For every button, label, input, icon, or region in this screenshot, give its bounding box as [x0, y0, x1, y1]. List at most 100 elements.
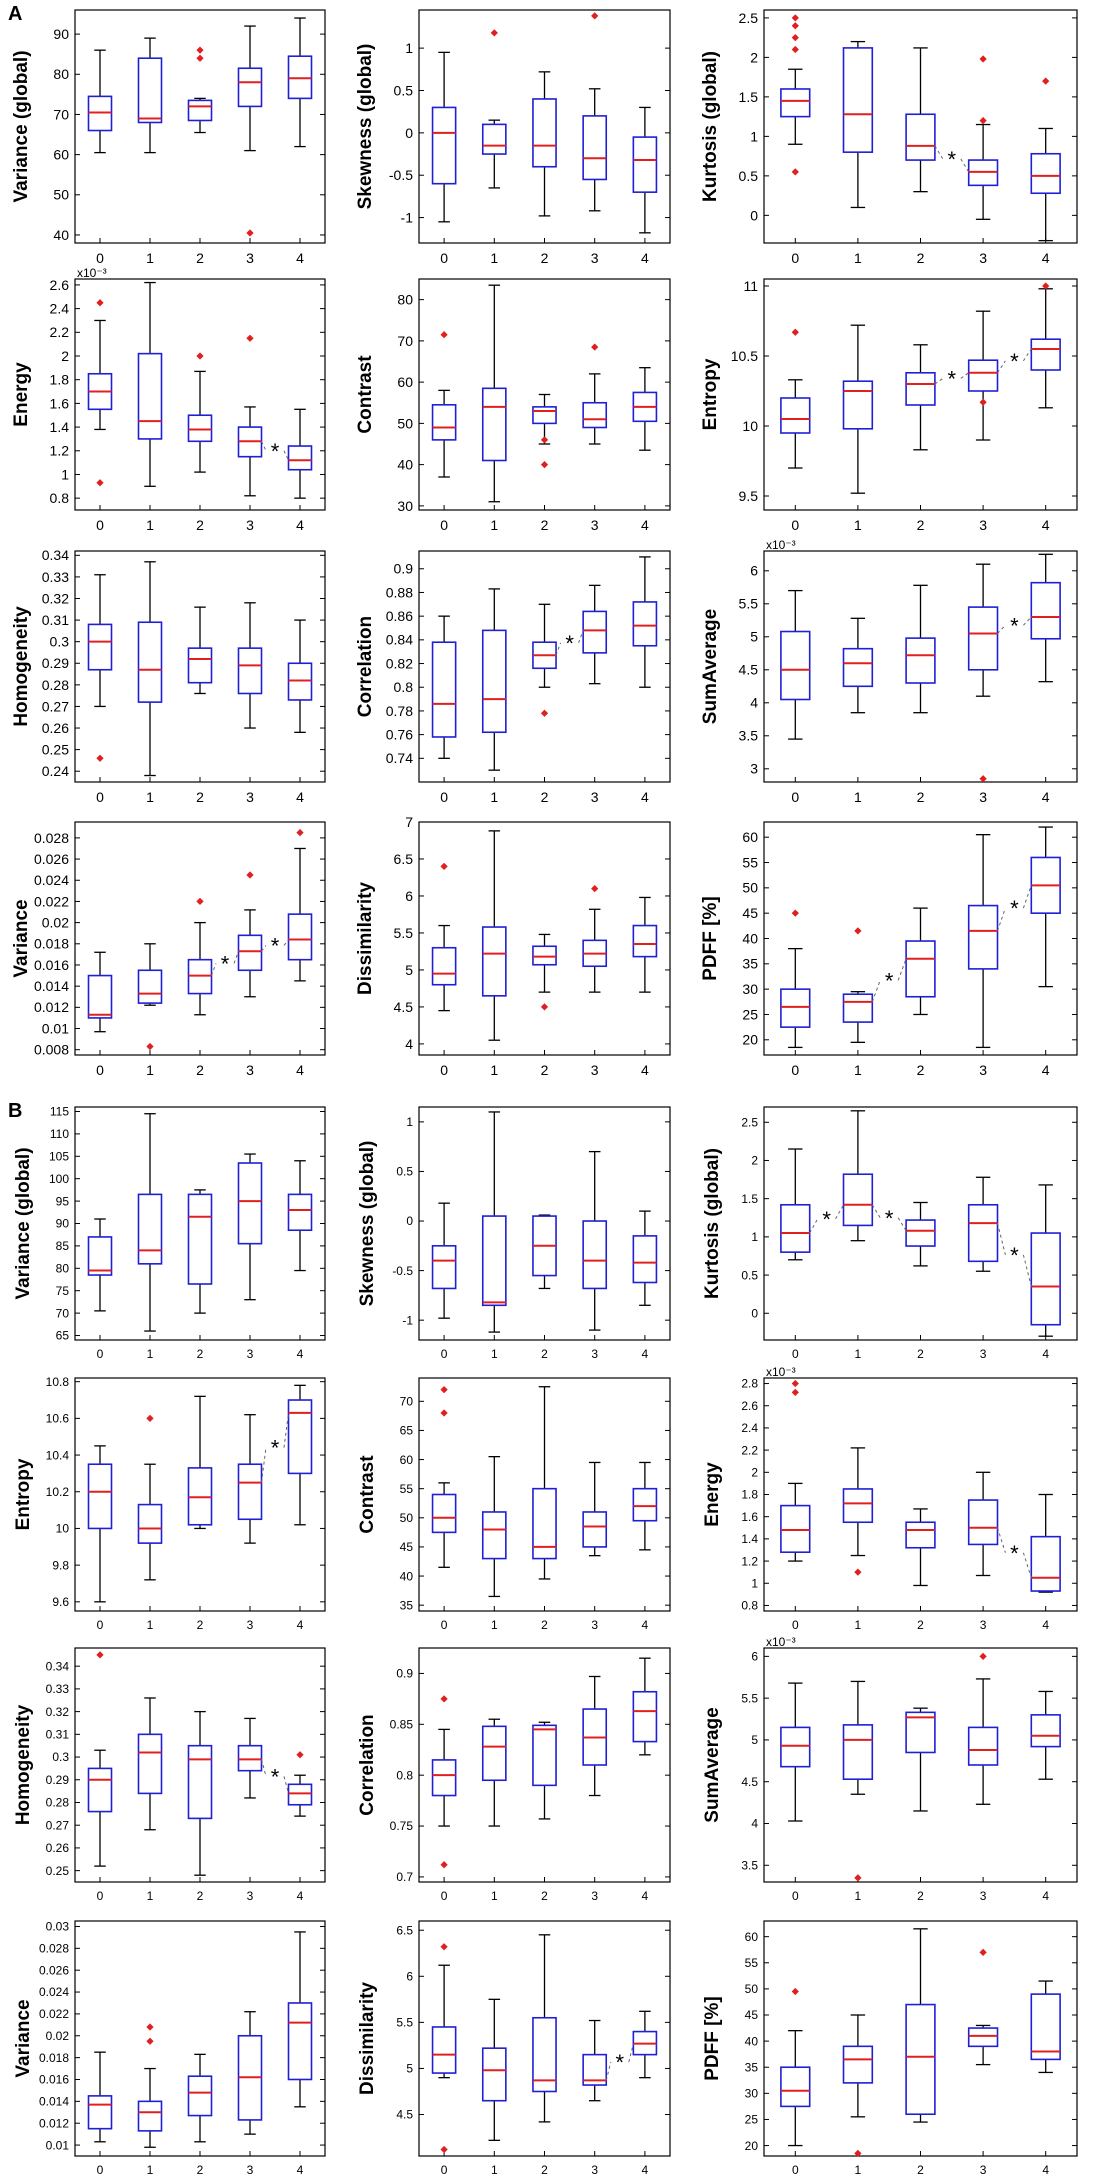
- y-tick-label: 60: [400, 1453, 414, 1467]
- box-iqr: [287, 1783, 313, 1806]
- box-iqr: [137, 969, 163, 1004]
- y-tick-label: 40: [745, 2034, 759, 2048]
- y-axis-label: PDFF [%]: [702, 1996, 723, 2080]
- significance-link: [578, 630, 584, 643]
- y-axis-exponent: x10⁻³: [766, 1635, 796, 1649]
- y-tick-label: 0.8: [396, 1768, 413, 1782]
- y-tick-label: 0.3: [50, 634, 70, 650]
- box-iqr: [632, 924, 658, 958]
- y-tick-label: 5.5: [396, 2016, 413, 2030]
- x-tick-label: 4: [642, 1889, 649, 1903]
- y-tick-label: 10.8: [46, 1375, 70, 1389]
- y-tick-label: 0.76: [386, 727, 413, 743]
- y-tick-label: 50: [742, 880, 758, 896]
- significance-marker: *: [1010, 1243, 1019, 1268]
- y-tick-label: 2: [751, 1154, 758, 1168]
- significance-link: [1022, 348, 1032, 362]
- outlier-point: [791, 1987, 799, 1996]
- significance-marker: *: [271, 933, 280, 958]
- y-tick-label: 0.008: [34, 1042, 69, 1058]
- x-tick-label: 0: [441, 2163, 448, 2177]
- x-tick-label: 4: [642, 2163, 649, 2177]
- chart-14-kurtosis-global-: 0 0.5 1 1.5 2 2.5 0 1 2 3 4 Kurtosis (global) * * *: [702, 1106, 1078, 1361]
- box-iqr: [187, 1193, 213, 1285]
- y-tick-label: 0.016: [39, 2073, 69, 2087]
- chart-22-dissimilarity: 4.5 5 5.5 6 6.5 0 1 2 3 4 Dissimilarity *: [357, 1920, 671, 2177]
- outlier-point: [791, 168, 799, 176]
- box-iqr: [780, 2066, 811, 2108]
- x-tick-label: 4: [296, 250, 304, 266]
- box-iqr: [780, 88, 811, 118]
- y-tick-label: 70: [56, 1306, 70, 1320]
- y-tick-label: 0.02: [42, 915, 69, 931]
- x-tick-label: 4: [1042, 789, 1050, 805]
- y-tick-label: 6.5: [394, 851, 414, 867]
- y-tick-label: 1: [61, 466, 69, 482]
- outlier-point: [591, 12, 599, 20]
- y-tick-label: 0.26: [42, 720, 69, 736]
- y-tick-label: 60: [745, 1930, 759, 1944]
- significance-link: [934, 145, 944, 160]
- y-tick-label: 7: [405, 814, 413, 830]
- y-tick-label: 2.2: [50, 324, 70, 340]
- box-iqr: [905, 1521, 936, 1549]
- y-tick-label: 95: [56, 1194, 70, 1208]
- box-iqr: [780, 1504, 811, 1553]
- x-tick-label: 3: [591, 517, 599, 533]
- y-tick-label: 1: [751, 1576, 758, 1590]
- significance-link: [211, 963, 217, 976]
- box-iqr: [532, 2016, 557, 2093]
- box-iqr: [187, 958, 213, 995]
- y-tick-label: 0.5: [396, 1165, 413, 1179]
- y-axis-label: PDFF [%]: [700, 896, 721, 980]
- x-tick-label: 4: [641, 1062, 649, 1078]
- significance-marker: *: [1010, 1541, 1019, 1566]
- y-tick-label: 0.014: [39, 2095, 69, 2109]
- y-tick-label: 0.29: [42, 655, 69, 671]
- y-tick-label: 0.02: [46, 2029, 70, 2043]
- y-tick-label: 80: [56, 1262, 70, 1276]
- y-tick-label: -1: [402, 1313, 413, 1327]
- y-tick-label: 0.31: [46, 1728, 70, 1742]
- outlier-point: [540, 1003, 549, 1011]
- x-tick-label: 3: [980, 1618, 987, 1632]
- y-tick-label: 0.85: [390, 1718, 414, 1732]
- x-tick-label: 2: [541, 1889, 548, 1903]
- box-iqr: [780, 1726, 811, 1768]
- significance-link: [997, 1222, 1006, 1255]
- y-tick-label: 0.022: [39, 2007, 69, 2021]
- y-tick-label: 1.6: [741, 1510, 758, 1524]
- y-axis-label: Variance (global): [11, 50, 32, 202]
- y-tick-label: 0.88: [386, 584, 413, 600]
- box-iqr: [287, 1193, 313, 1232]
- y-axis-label: Variance: [13, 1999, 34, 2077]
- outlier-point: [1042, 282, 1050, 290]
- box-iqr: [87, 2095, 113, 2130]
- box-iqr: [481, 1511, 507, 1560]
- significance-link: [960, 158, 970, 173]
- y-axis-label: Energy: [11, 362, 32, 427]
- chart-6-homogeneity: 0.24 0.25 0.26 0.27 0.28 0.29 0.3 0.31 0.32 0.33 0…: [11, 547, 326, 805]
- significance-link: [283, 939, 289, 946]
- box-iqr: [967, 1726, 999, 1766]
- box-iqr: [137, 1503, 163, 1544]
- x-tick-label: 0: [792, 1347, 799, 1361]
- y-axis-label: Entropy: [13, 1458, 34, 1530]
- outlier-point: [979, 116, 987, 125]
- outlier-point: [440, 1861, 448, 1869]
- significance-marker: *: [271, 439, 280, 464]
- outlier-point: [1042, 77, 1050, 85]
- y-tick-label: 0.34: [42, 547, 69, 563]
- x-tick-label: 0: [440, 517, 448, 533]
- x-tick-label: 0: [791, 250, 799, 266]
- significance-link: [1023, 616, 1032, 626]
- y-tick-label: 1: [405, 40, 413, 56]
- y-tick-label: 0.34: [46, 1659, 70, 1673]
- box-iqr: [842, 993, 874, 1023]
- significance-link: [960, 372, 969, 379]
- panel-label-b: B: [8, 1100, 23, 1122]
- y-tick-label: 0.024: [34, 872, 69, 888]
- box-iqr: [137, 57, 163, 124]
- y-tick-label: 60: [742, 829, 758, 845]
- outlier-point: [591, 343, 599, 351]
